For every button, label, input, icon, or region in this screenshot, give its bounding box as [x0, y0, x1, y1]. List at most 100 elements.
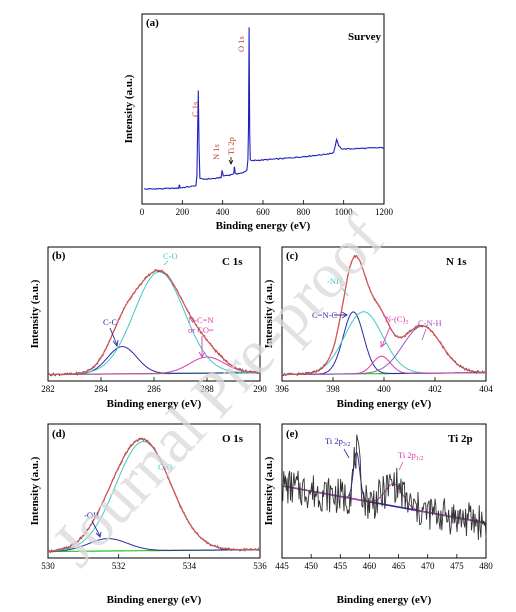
panel-e: (e) Ti 2p Binding energy (eV) Intensity … — [263, 423, 493, 606]
fit-envelope — [282, 255, 486, 376]
arrow-cnh — [421, 328, 427, 341]
panel-d-marks — [47, 437, 261, 553]
annotation-co: or CO= — [188, 325, 214, 335]
panel-d-tag: (d) — [52, 428, 66, 440]
annotation-nc3: N-(C)3 — [385, 314, 408, 326]
panel-a-tag: (a) — [146, 17, 159, 29]
panel-c-annotations: -NH2 C=N-C N-(C)3 C-N-H — [312, 276, 442, 348]
panel-d-annotations: -OH C-O — [84, 462, 173, 538]
x-tick-label: 536 — [253, 561, 267, 571]
arrow-oh — [91, 520, 102, 538]
panel-a-marks — [143, 27, 385, 191]
panel-d: (d) O 1s Binding energy (eV) Intensity (… — [29, 423, 267, 606]
x-tick-label: 480 — [479, 561, 493, 571]
arrow-c-c — [109, 327, 119, 348]
panel-b-ylabel: Intensity (a.u.) — [29, 279, 41, 348]
panel-d-title: O 1s — [222, 433, 244, 445]
fit-envelope — [48, 269, 260, 376]
arrow-ti2p32 — [343, 448, 350, 459]
x-tick-label: 465 — [392, 561, 406, 571]
panel-e-marks — [281, 434, 487, 541]
annotation-cnh: C-N-H — [418, 318, 442, 328]
annotation-o1s: O 1s — [236, 36, 246, 52]
arrow-c-o — [163, 260, 169, 266]
annotation-cnc: C=N-C — [312, 310, 337, 320]
panel-c-title: N 1s — [446, 256, 467, 268]
arrow-ti2p — [228, 157, 234, 165]
panel-c-xlabel: Binding energy (eV) — [337, 398, 432, 410]
panel-e-tag: (e) — [286, 428, 299, 440]
annotation-nh2: -NH2 — [327, 276, 345, 288]
arrow-ncn — [198, 336, 206, 358]
panel-a: (a) Survey Binding energy (eV) Intensity… — [123, 13, 394, 232]
component-peak — [48, 356, 260, 375]
panel-b-tag: (b) — [52, 250, 66, 262]
arrow-nc3 — [380, 326, 391, 348]
x-tick-label: 450 — [304, 561, 318, 571]
panel-e-ticks: 445 450 455 460 465 470 475 480 — [275, 554, 493, 571]
panel-a-annotations: C 1s N 1s Ti 2p O 1s — [190, 36, 246, 165]
x-tick-label: 800 — [297, 207, 311, 217]
x-tick-label: 532 — [112, 561, 126, 571]
raw-spectrum — [281, 434, 487, 541]
x-tick-label: 534 — [183, 561, 197, 571]
x-tick-label: 400 — [216, 207, 230, 217]
panel-a-ylabel: Intensity (a.u.) — [123, 74, 135, 143]
panel-e-annotations: Ti 2p3/2 Ti 2p1/2 — [325, 436, 424, 471]
panel-c: (c) N 1s Binding energy (eV) Intensity (… — [263, 246, 493, 410]
panel-b-title: C 1s — [222, 256, 243, 268]
survey-line — [143, 27, 385, 191]
panel-a-xlabel: Binding energy (eV) — [216, 220, 311, 232]
arrow-cnc — [334, 311, 348, 319]
panel-b-xlabel: Binding energy (eV) — [107, 398, 202, 410]
x-tick-label: 286 — [147, 384, 161, 394]
x-tick-label: 600 — [256, 207, 270, 217]
panel-d-ticks: 530 532 534 536 — [41, 554, 267, 571]
watermark: Journal Pre-proof — [38, 202, 397, 580]
x-tick-label: 445 — [275, 561, 289, 571]
x-tick-label: 200 — [176, 207, 190, 217]
arrow-ti2p12 — [398, 461, 404, 471]
panel-b-marks — [47, 269, 261, 377]
x-tick-label: 455 — [334, 561, 348, 571]
annotation-oh: -OH — [84, 510, 99, 520]
panel-a-title: Survey — [348, 31, 382, 43]
annotation-ncn: N-C=N — [188, 315, 214, 325]
x-tick-label: 284 — [94, 384, 108, 394]
x-tick-label: 404 — [479, 384, 493, 394]
x-tick-label: 398 — [326, 384, 340, 394]
panel-b-annotations: C-C C-O N-C=N or CO= — [103, 251, 214, 358]
x-tick-label: 475 — [450, 561, 464, 571]
x-tick-label: 282 — [41, 384, 55, 394]
annotation-ti2p: Ti 2p — [226, 137, 236, 155]
fit-envelope — [48, 438, 261, 552]
panel-d-frame — [47, 423, 261, 559]
annotation-ti2p32: Ti 2p3/2 — [325, 436, 351, 448]
annotation-c-c: C-C — [103, 317, 118, 327]
panel-e-title: Ti 2p — [448, 433, 473, 445]
annotation-n1s: N 1s — [211, 144, 221, 160]
x-tick-label: 402 — [428, 384, 442, 394]
panel-b: (b) C 1s Binding energy (eV) Intensity (… — [29, 246, 267, 410]
annotation-c1s: C 1s — [190, 102, 200, 117]
x-tick-label: 400 — [377, 384, 391, 394]
component-peak — [48, 271, 260, 375]
x-tick-label: 530 — [41, 561, 55, 571]
panel-e-ylabel: Intensity (a.u.) — [263, 456, 275, 525]
annotation-co-d: C-O — [158, 462, 173, 472]
x-tick-label: 288 — [200, 384, 214, 394]
panel-d-xlabel: Binding energy (eV) — [107, 594, 202, 606]
panel-c-tag: (c) — [286, 250, 299, 262]
x-tick-label: 1000 — [335, 207, 354, 217]
panel-c-ticks: 396 398 400 402 404 — [275, 377, 493, 394]
annotation-ti2p12: Ti 2p1/2 — [398, 450, 424, 462]
x-tick-label: 470 — [421, 561, 435, 571]
panel-c-ylabel: Intensity (a.u.) — [263, 279, 275, 348]
x-tick-label: 1200 — [375, 207, 394, 217]
annotation-c-o: C-O — [163, 251, 178, 261]
x-tick-label: 290 — [253, 384, 267, 394]
panel-e-xlabel: Binding energy (eV) — [337, 594, 432, 606]
x-tick-label: 396 — [275, 384, 289, 394]
x-tick-label: 460 — [363, 561, 377, 571]
